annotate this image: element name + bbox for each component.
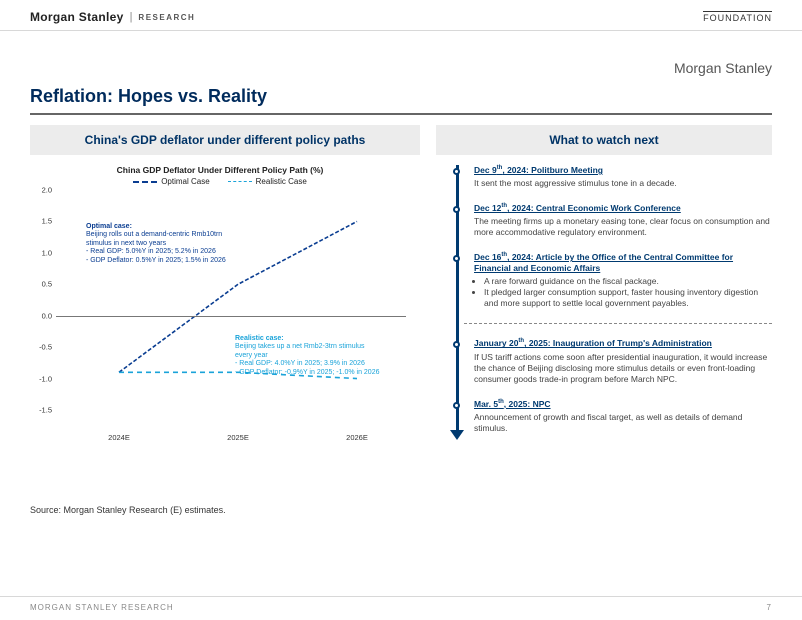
timeline: Dec 9th, 2024: Politburo Meeting It sent … [436,165,772,434]
chart-legend: Optimal Case Realistic Case [30,177,410,186]
ytick: -1.5 [30,406,52,415]
ytick: 2.0 [30,186,52,195]
timeline-item-body: The meeting firms up a monetary easing t… [474,216,772,238]
annot-realistic-title: Realistic case: [235,335,410,343]
annotation-optimal: Optimal case: Beijing rolls out a demand… [86,223,266,265]
chart-plot-area: Optimal case: Beijing rolls out a demand… [30,190,410,430]
annot-optimal-line1: Beijing rolls out a demand-centric Rmb10… [86,231,266,239]
annot-realistic-line2: every year [235,352,410,360]
timeline-dot-icon [453,402,460,409]
timeline-item-body: Announcement of growth and fiscal target… [474,412,772,434]
timeline-item-bullet: A rare forward guidance on the fiscal pa… [484,276,772,287]
top-bar: Morgan Stanley | RESEARCH FOUNDATION [0,0,802,31]
brand-name: Morgan Stanley [30,10,124,24]
timeline-item: Dec 12th, 2024: Central Economic Work Co… [474,203,772,238]
zero-gridline [56,316,406,317]
timeline-item-title: January 20th, 2025: Inauguration of Trum… [474,338,772,349]
legend-label-optimal: Optimal Case [161,177,209,186]
brand-left: Morgan Stanley | RESEARCH [30,10,195,24]
ytick: 0.0 [30,311,52,320]
annot-optimal-line2: stimulus in next two years [86,240,266,248]
xlabel: 2025E [227,433,249,442]
timeline-item-title: Dec 12th, 2024: Central Economic Work Co… [474,203,772,214]
source-note: Source: Morgan Stanley Research (E) esti… [30,505,420,515]
brand-foundation-label: FOUNDATION [703,11,772,23]
ytick: -0.5 [30,343,52,352]
slide-body: Reflation: Hopes vs. Reality China's GDP… [0,31,802,515]
page-title: Reflation: Hopes vs. Reality [30,86,772,115]
timeline-item-title: Dec 16th, 2024: Article by the Office of… [474,252,772,274]
slide-footer: MORGAN STANLEY RESEARCH 7 [0,596,802,620]
timeline-item-bullet: It pledged larger consumption support, f… [484,287,772,309]
timeline-dot-icon [453,168,460,175]
xlabel: 2024E [108,433,130,442]
brand-research-label: RESEARCH [138,13,195,22]
timeline-item-title: Dec 9th, 2024: Politburo Meeting [474,165,772,176]
ytick: 1.0 [30,248,52,257]
ytick: 1.5 [30,217,52,226]
chart-title: China GDP Deflator Under Different Polic… [30,165,410,175]
timeline-separator [464,323,772,324]
right-column: What to watch next Dec 9th, 2024: Politb… [436,125,772,515]
timeline-item: Mar. 5th, 2025: NPC Announcement of growt… [474,399,772,434]
legend-optimal: Optimal Case [133,177,209,186]
timeline-item: Dec 9th, 2024: Politburo Meeting It sent … [474,165,772,189]
ytick: 0.5 [30,280,52,289]
annot-optimal-line4: - GDP Deflator: 0.5%Y in 2025; 1.5% in 2… [86,257,266,265]
left-panel-heading: China's GDP deflator under different pol… [30,125,420,155]
legend-line-realistic [228,181,252,182]
annot-optimal-title: Optimal case: [86,223,266,231]
brand-separator: | [130,11,133,23]
timeline-item-body: If US tariff actions come soon after pre… [474,352,772,385]
timeline-arrow-icon [450,430,464,440]
footer-left: MORGAN STANLEY RESEARCH [30,603,174,612]
timeline-item: January 20th, 2025: Inauguration of Trum… [474,338,772,384]
legend-label-realistic: Realistic Case [256,177,307,186]
timeline-item-title: Mar. 5th, 2025: NPC [474,399,772,410]
xlabel: 2026E [346,433,368,442]
right-panel-heading: What to watch next [436,125,772,155]
footer-page-number: 7 [767,603,772,612]
gdp-deflator-chart: China GDP Deflator Under Different Polic… [30,165,410,455]
annotation-realistic: Realistic case: Beijing takes up a net R… [235,335,410,377]
timeline-item: Dec 16th, 2024: Article by the Office of… [474,252,772,309]
legend-line-optimal [133,181,157,183]
brand-upper-right: Morgan Stanley [674,60,772,76]
annot-realistic-line4: - GDP Deflator: -0.9%Y in 2025; -1.0% in… [235,369,410,377]
annot-realistic-line3: - Real GDP: 4.0%Y in 2025; 3.9% in 2026 [235,360,410,368]
ytick: -1.0 [30,374,52,383]
legend-realistic: Realistic Case [228,177,307,186]
annot-optimal-line3: - Real GDP: 5.0%Y in 2025; 5.2% in 2026 [86,248,266,256]
annot-realistic-line1: Beijing takes up a net Rmb2-3trn stimulu… [235,343,410,351]
timeline-item-body: A rare forward guidance on the fiscal pa… [474,276,772,309]
timeline-item-body: It sent the most aggressive stimulus ton… [474,178,772,189]
left-column: China's GDP deflator under different pol… [30,125,420,515]
